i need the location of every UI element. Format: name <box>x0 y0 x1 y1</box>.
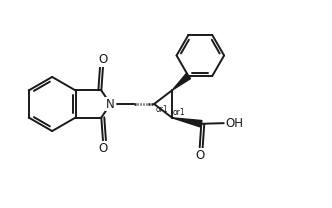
Text: N: N <box>106 98 115 110</box>
Text: O: O <box>195 149 204 162</box>
Polygon shape <box>172 118 202 127</box>
Text: O: O <box>98 53 108 66</box>
Polygon shape <box>172 74 191 90</box>
Text: OH: OH <box>225 117 243 130</box>
Text: or1: or1 <box>173 108 186 116</box>
Text: O: O <box>98 142 108 155</box>
Text: or1: or1 <box>155 105 168 114</box>
